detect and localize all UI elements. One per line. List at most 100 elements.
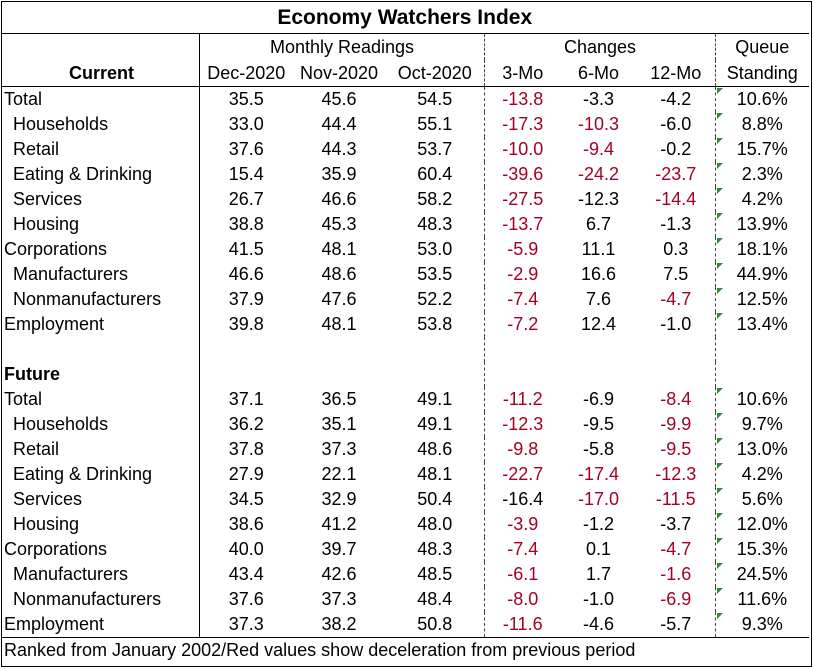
- cell-value: -2.9: [507, 264, 539, 284]
- value-cell: 34.5: [199, 487, 293, 512]
- comment-indicator-icon: [717, 113, 723, 119]
- cell-value: 27.9: [228, 464, 264, 484]
- cell-value: 36.5: [321, 389, 357, 409]
- cell-value: 24.5%: [736, 564, 788, 584]
- value-cell: 46.6: [293, 187, 386, 212]
- value-cell: 55.1: [386, 112, 485, 137]
- value-cell: 27.9: [199, 462, 293, 487]
- row-label: Eating & Drinking: [13, 464, 153, 484]
- cell-value: 15.4: [228, 164, 264, 184]
- queue-standing-cell: 12.0%: [715, 512, 809, 537]
- cell-value: 39.7: [321, 539, 357, 559]
- value-cell: -4.7: [637, 287, 716, 312]
- cell-value: 48.6: [417, 439, 453, 459]
- value-cell: 38.8: [199, 212, 293, 237]
- cell-value: -23.7: [655, 164, 697, 184]
- table-row: Nonmanufacturers 37.6 37.3 48.4 -8.0 -1.0 -6.9…: [1, 587, 809, 612]
- cell-value: 53.8: [417, 314, 453, 334]
- empty-cell: [561, 337, 637, 362]
- value-cell: 49.1: [386, 387, 485, 412]
- cell-value: 41.5: [228, 239, 264, 259]
- value-cell: 52.2: [386, 287, 485, 312]
- cell-value: -7.4: [507, 289, 539, 309]
- cell-value: 37.3: [321, 589, 357, 609]
- cell-value: 50.4: [417, 489, 453, 509]
- table-row: Employment 39.8 48.1 53.8 -7.2 12.4 -1.0 13.4%: [1, 312, 809, 337]
- queue-standing-cell: 2.3%: [715, 162, 809, 187]
- row-label: Manufacturers: [13, 264, 129, 284]
- row-label: Employment: [4, 314, 105, 334]
- cell-value: 48.1: [417, 464, 453, 484]
- empty-cell: [484, 362, 561, 387]
- cell-value: 53.5: [417, 264, 453, 284]
- cell-value: 55.1: [417, 114, 453, 134]
- row-label: Services: [13, 489, 83, 509]
- cell-value: 48.0: [417, 514, 453, 534]
- cell-value: 36.2: [228, 414, 264, 434]
- footer-row: Ranked from January 2002/Red values show…: [1, 637, 809, 663]
- cell-value: 46.6: [321, 189, 357, 209]
- cell-value: -17.4: [577, 464, 620, 484]
- value-cell: 7.6: [561, 287, 637, 312]
- queue-standing-cell: 15.3%: [715, 537, 809, 562]
- table-row: Retail 37.8 37.3 48.6 -9.8 -5.8 -9.5 13.0%: [1, 437, 809, 462]
- cell-value: -8.4: [660, 389, 692, 409]
- row-label: Households: [13, 114, 109, 134]
- value-cell: -24.2: [561, 162, 637, 187]
- cell-value: 48.5: [417, 564, 453, 584]
- value-cell: 37.8: [199, 437, 293, 462]
- changes-header: Changes: [484, 33, 716, 60]
- value-cell: 26.7: [199, 187, 293, 212]
- value-cell: 7.5: [637, 262, 716, 287]
- value-cell: -11.2: [484, 387, 561, 412]
- table-row: Manufacturers 46.6 48.6 53.5 -2.9 16.6 7.5 44.9…: [1, 262, 809, 287]
- col-header-12mo: 12-Mo: [636, 60, 716, 87]
- cell-value: 22.1: [321, 464, 357, 484]
- cell-value: 37.6: [228, 589, 264, 609]
- queue-standing-cell: 10.6%: [715, 387, 809, 412]
- value-cell: -6.9: [561, 387, 637, 412]
- value-cell: 36.5: [293, 387, 386, 412]
- cell-value: 13.0%: [736, 439, 788, 459]
- cell-value: 39.8: [228, 314, 264, 334]
- value-cell: 36.2: [199, 412, 293, 437]
- col-header-nov: Nov-2020: [292, 60, 386, 87]
- cell-value: 35.1: [321, 414, 357, 434]
- cell-value: -1.3: [660, 214, 692, 234]
- cell-value: -13.8: [502, 89, 544, 109]
- cell-value: 16.6: [580, 264, 617, 284]
- row-label: Manufacturers: [13, 564, 129, 584]
- table-row: Services 26.7 46.6 58.2 -27.5 -12.3 -14.4 4.2%: [1, 187, 809, 212]
- cell-value: 54.5: [417, 89, 453, 109]
- comment-indicator-icon: [717, 213, 723, 219]
- cell-value: 13.9%: [736, 214, 788, 234]
- cell-value: 12.4: [580, 314, 617, 334]
- cell-value: 45.6: [321, 89, 357, 109]
- value-cell: 44.4: [293, 112, 386, 137]
- value-cell: -14.4: [637, 187, 716, 212]
- cell-value: 38.8: [228, 214, 264, 234]
- cell-value: 41.2: [321, 514, 357, 534]
- cell-value: -4.7: [660, 289, 692, 309]
- cell-value: 32.9: [321, 489, 357, 509]
- col-header-3mo: 3-Mo: [484, 60, 561, 87]
- table-row: Manufacturers 43.4 42.6 48.5 -6.1 1.7 -1.6 24.5…: [1, 562, 809, 587]
- cell-value: 0.1: [585, 539, 612, 559]
- value-cell: 48.3: [386, 212, 485, 237]
- cell-value: 52.2: [417, 289, 453, 309]
- cell-value: 48.1: [321, 239, 357, 259]
- value-cell: 37.3: [293, 437, 386, 462]
- cell-value: -11.2: [502, 389, 543, 409]
- cell-value: -6.0: [660, 114, 692, 134]
- value-cell: 40.0: [199, 537, 293, 562]
- row-label: Employment: [4, 614, 105, 634]
- empty-cell: [484, 337, 561, 362]
- cell-value: -9.4: [582, 139, 615, 159]
- table-title: Economy Watchers Index: [1, 1, 809, 34]
- value-cell: 15.4: [199, 162, 293, 187]
- cell-value: 4.2%: [741, 464, 783, 484]
- col-header-oct: Oct-2020: [385, 60, 485, 87]
- value-cell: 60.4: [386, 162, 485, 187]
- value-cell: -12.3: [561, 187, 637, 212]
